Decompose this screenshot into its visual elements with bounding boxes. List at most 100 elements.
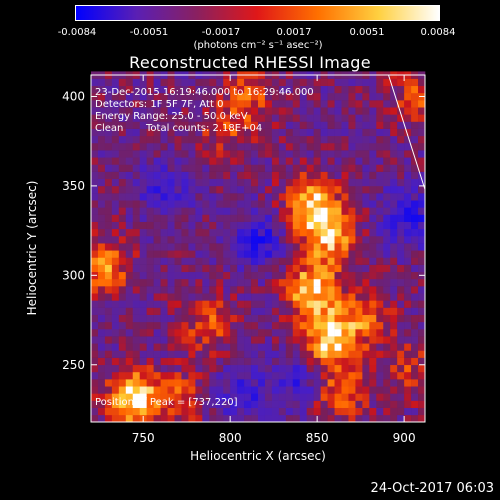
heatmap-cell [334,114,342,122]
heatmap-cell [355,121,363,129]
heatmap-cell [132,178,141,187]
heatmap-cell [390,414,398,423]
heatmap-cell [376,400,384,408]
heatmap-cell [202,321,210,330]
heatmap-cell [383,121,391,129]
heatmap-cell [209,400,217,408]
heatmap-cell [418,114,426,122]
heatmap-cell [160,121,168,129]
heatmap-cell [418,157,426,165]
heatmap-cell [104,393,113,401]
heatmap-cell [306,243,314,251]
heatmap-cell [411,107,419,115]
heatmap-cell [146,264,154,273]
heatmap-cell [418,250,426,258]
heatmap-cell [271,271,280,280]
heatmap-cell [181,207,189,215]
heatmap-cell [292,107,301,115]
heatmap-cell [167,85,175,94]
heatmap-cell [341,278,349,287]
heatmap-cell [348,121,356,129]
heatmap-cell [251,92,259,101]
heatmap-cell [195,128,203,137]
heatmap-cell [383,157,391,165]
heatmap-cell [118,157,127,165]
heatmap-cell [167,393,175,401]
heatmap-cell [390,185,398,194]
heatmap-cell [258,142,266,151]
heatmap-cell [209,235,217,244]
heatmap-cell [132,314,141,323]
heatmap-cell [292,135,301,144]
heatmap-cell [404,314,412,323]
heatmap-cell [153,142,161,151]
heatmap-cell [306,128,314,137]
heatmap-cell [216,193,224,201]
heatmap-cell [188,357,196,366]
heatmap-cell [320,364,328,373]
heatmap-cell [216,157,224,165]
heatmap-cell [355,393,363,401]
heatmap-cell [139,78,147,87]
heatmap-cell [125,178,134,187]
heatmap-cell [278,221,287,230]
heatmap-cell [132,278,141,287]
heatmap-cell [334,171,342,180]
heatmap-cell [132,214,141,222]
heatmap-cell [216,92,224,101]
heatmap-cell [91,328,99,337]
heatmap-cell [153,164,161,172]
heatmap-cell [111,100,120,108]
heatmap-cell [167,243,175,251]
heatmap-cell [306,336,314,344]
heatmap-cell [271,107,280,115]
heatmap-cell [91,321,99,330]
heatmap-cell [278,214,287,222]
heatmap-cell [174,214,182,222]
heatmap-cell [91,185,99,194]
heatmap-cell [306,286,314,294]
heatmap-cell [118,142,127,151]
heatmap-cell [209,314,217,323]
heatmap-cell [418,142,426,151]
heatmap-cell [146,135,154,144]
heatmap-cell [278,379,287,387]
heatmap-cell [167,321,175,330]
heatmap-cell [251,85,259,94]
heatmap-cell [160,200,168,208]
heatmap-cell [320,171,328,180]
heatmap-cell [244,407,252,416]
heatmap-cell [188,164,196,172]
heatmap-cell [376,357,384,366]
heatmap-cell [139,235,147,244]
heatmap-cell [313,300,321,308]
heatmap-cell [271,221,280,230]
heatmap-cell [181,214,189,222]
heatmap-cell [230,257,238,265]
heatmap-cell [355,92,363,101]
heatmap-cell [209,350,217,358]
heatmap-cell [348,157,356,165]
heatmap-cell [341,407,349,416]
heatmap-cell [355,414,363,423]
heatmap-cell [306,150,314,158]
heatmap-cell [118,336,127,344]
heatmap-cell [271,371,280,380]
heatmap-cell [97,193,106,201]
heatmap-cell [160,300,168,308]
heatmap-cell [139,207,147,215]
heatmap-cell [362,371,370,380]
heatmap-cell [104,107,113,115]
heatmap-cell [195,207,203,215]
heatmap-cell [146,200,154,208]
heatmap-cell [327,407,335,416]
heatmap-cell [174,228,182,237]
heatmap-cell [244,221,252,230]
heatmap-cell [223,85,231,94]
heatmap-cell [278,92,287,101]
heatmap-cell [111,85,120,94]
heatmap-cell [97,142,106,151]
heatmap-cell [230,78,238,87]
heatmap-cell [104,371,113,380]
